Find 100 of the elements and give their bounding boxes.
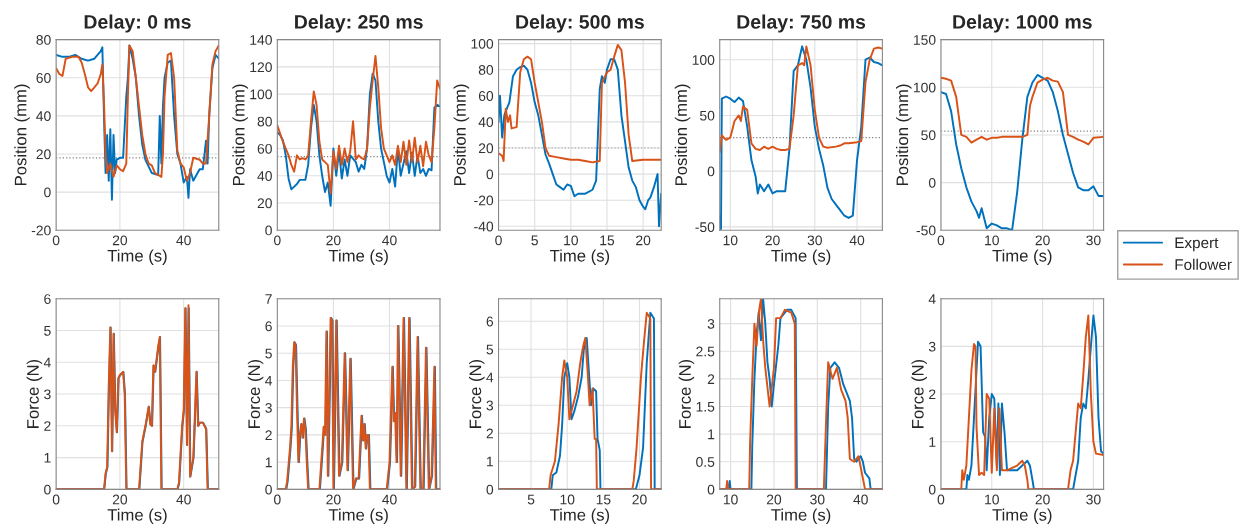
y-axis-title: Force (N) — [469, 359, 485, 428]
y-tick-label: -20 — [31, 225, 51, 236]
y-axis-title: Position (mm) — [14, 84, 30, 185]
y-tick-label: 4 — [486, 372, 494, 383]
y-axis-title: Position (mm) — [674, 84, 691, 185]
line-series — [719, 298, 883, 490]
y-tick-label: 150 — [913, 35, 936, 45]
y-tick-label: 0 — [707, 166, 715, 177]
y-tick-label: 40 — [36, 111, 51, 122]
x-axis-title: Time (s) — [549, 249, 610, 265]
y-tick-label: 5 — [44, 326, 51, 336]
y-tick-label: 1 — [265, 457, 272, 468]
y-tick-label: 100 — [471, 38, 494, 49]
y-tick-label: 2 — [707, 374, 715, 384]
y-tick-label: 50 — [699, 110, 715, 121]
x-tick-label: 30 — [1086, 235, 1101, 246]
chart-title: Delay: 0 ms — [84, 14, 191, 33]
legend-label: Expert — [1175, 237, 1219, 252]
y-tick-label: 3 — [265, 403, 272, 413]
y-axis-title: Force (N) — [247, 359, 264, 428]
x-tick-label: 10 — [560, 494, 575, 505]
x-tick-label: 5 — [527, 494, 535, 505]
y-tick-label: 20 — [36, 149, 51, 160]
y-tick-label: 4 — [928, 294, 936, 304]
x-axis-title: Time (s) — [992, 249, 1052, 265]
x-axis-title: Time (s) — [107, 249, 167, 265]
chart-title: Delay: 250 ms — [295, 14, 423, 33]
y-tick-label: 100 — [913, 82, 936, 93]
x-tick-label: 30 — [1086, 494, 1101, 505]
y-tick-label: 6 — [486, 316, 494, 327]
line-series — [498, 43, 662, 164]
y-tick-label: 0 — [707, 484, 715, 495]
x-tick-label: 40 — [853, 494, 868, 505]
legend-label: Follower — [1175, 258, 1232, 271]
y-tick-label: 100 — [250, 89, 272, 100]
line-series — [940, 76, 1104, 146]
y-tick-label: 0 — [928, 484, 936, 495]
y-tick-label: 3 — [928, 341, 936, 352]
x-tick-label: 10 — [723, 494, 738, 505]
y-tick-label: 3 — [44, 389, 51, 400]
y-tick-label: 4 — [265, 375, 273, 386]
y-tick-label: 5 — [486, 344, 494, 355]
x-tick-label: 15 — [600, 235, 615, 246]
y-tick-label: 0 — [265, 225, 272, 236]
y-tick-label: 0 — [265, 484, 272, 495]
y-axis-title: Force (N) — [678, 359, 695, 428]
y-tick-label: 2 — [929, 389, 936, 400]
y-tick-label: -40 — [474, 221, 494, 232]
x-tick-label: 20 — [636, 235, 651, 246]
y-tick-label: 4 — [43, 357, 51, 368]
x-axis-title: Time (s) — [771, 249, 831, 265]
y-tick-label: 7 — [265, 294, 272, 304]
chart-title: Delay: 1000 ms — [953, 14, 1092, 33]
x-tick-label: 40 — [176, 235, 191, 246]
x-tick-label: 20 — [765, 235, 780, 246]
x-tick-label: 40 — [176, 494, 191, 505]
x-axis-title: Time (s) — [328, 249, 388, 265]
y-tick-label: -20 — [474, 195, 494, 206]
y-tick-label: 1.5 — [696, 401, 715, 412]
x-tick-label: 30 — [810, 494, 825, 505]
x-tick-label: 40 — [849, 235, 865, 246]
y-tick-label: 40 — [257, 171, 272, 181]
x-tick-label: 10 — [723, 235, 738, 246]
x-axis-title: Time (s) — [328, 508, 388, 525]
y-axis-title: Position (mm) — [895, 84, 912, 185]
y-tick-label: 60 — [478, 91, 494, 101]
x-axis-title: Time (s) — [992, 508, 1052, 525]
y-tick-label: -50 — [916, 225, 936, 236]
x-tick-label: 10 — [564, 235, 578, 246]
y-tick-label: 3 — [486, 400, 494, 411]
x-axis-title: Time (s) — [549, 508, 610, 525]
x-tick-label: 0 — [52, 235, 60, 246]
x-tick-label: 20 — [1035, 235, 1050, 246]
y-tick-label: 120 — [250, 62, 272, 73]
x-tick-label: 20 — [766, 494, 782, 505]
x-tick-label: 20 — [112, 235, 128, 246]
y-tick-label: 0 — [44, 187, 51, 198]
y-tick-label: 0 — [44, 484, 51, 495]
y-tick-label: 100 — [692, 55, 715, 65]
chart-title: Delay: 500 ms — [516, 14, 644, 33]
x-tick-label: 0 — [274, 494, 281, 505]
line-series — [719, 45, 883, 154]
y-tick-label: 0 — [928, 177, 936, 188]
x-tick-label: 15 — [596, 494, 611, 505]
y-tick-label: 80 — [257, 116, 272, 127]
y-tick-label: 140 — [250, 35, 272, 45]
y-tick-label: 2 — [44, 421, 51, 431]
x-axis-title: Time (s) — [771, 508, 831, 525]
line-series — [277, 72, 440, 207]
x-tick-label: 20 — [1035, 494, 1050, 505]
y-tick-label: 0.5 — [696, 457, 715, 467]
line-series — [277, 55, 440, 195]
y-tick-label: 1 — [929, 437, 936, 447]
y-tick-label: 1 — [487, 456, 493, 467]
y-tick-label: 6 — [44, 294, 51, 304]
x-tick-label: 0 — [52, 494, 60, 505]
y-tick-label: 50 — [921, 130, 936, 141]
chart-title: Delay: 750 ms — [737, 14, 866, 33]
y-tick-label: 1 — [44, 453, 51, 463]
x-tick-label: 40 — [382, 494, 397, 505]
